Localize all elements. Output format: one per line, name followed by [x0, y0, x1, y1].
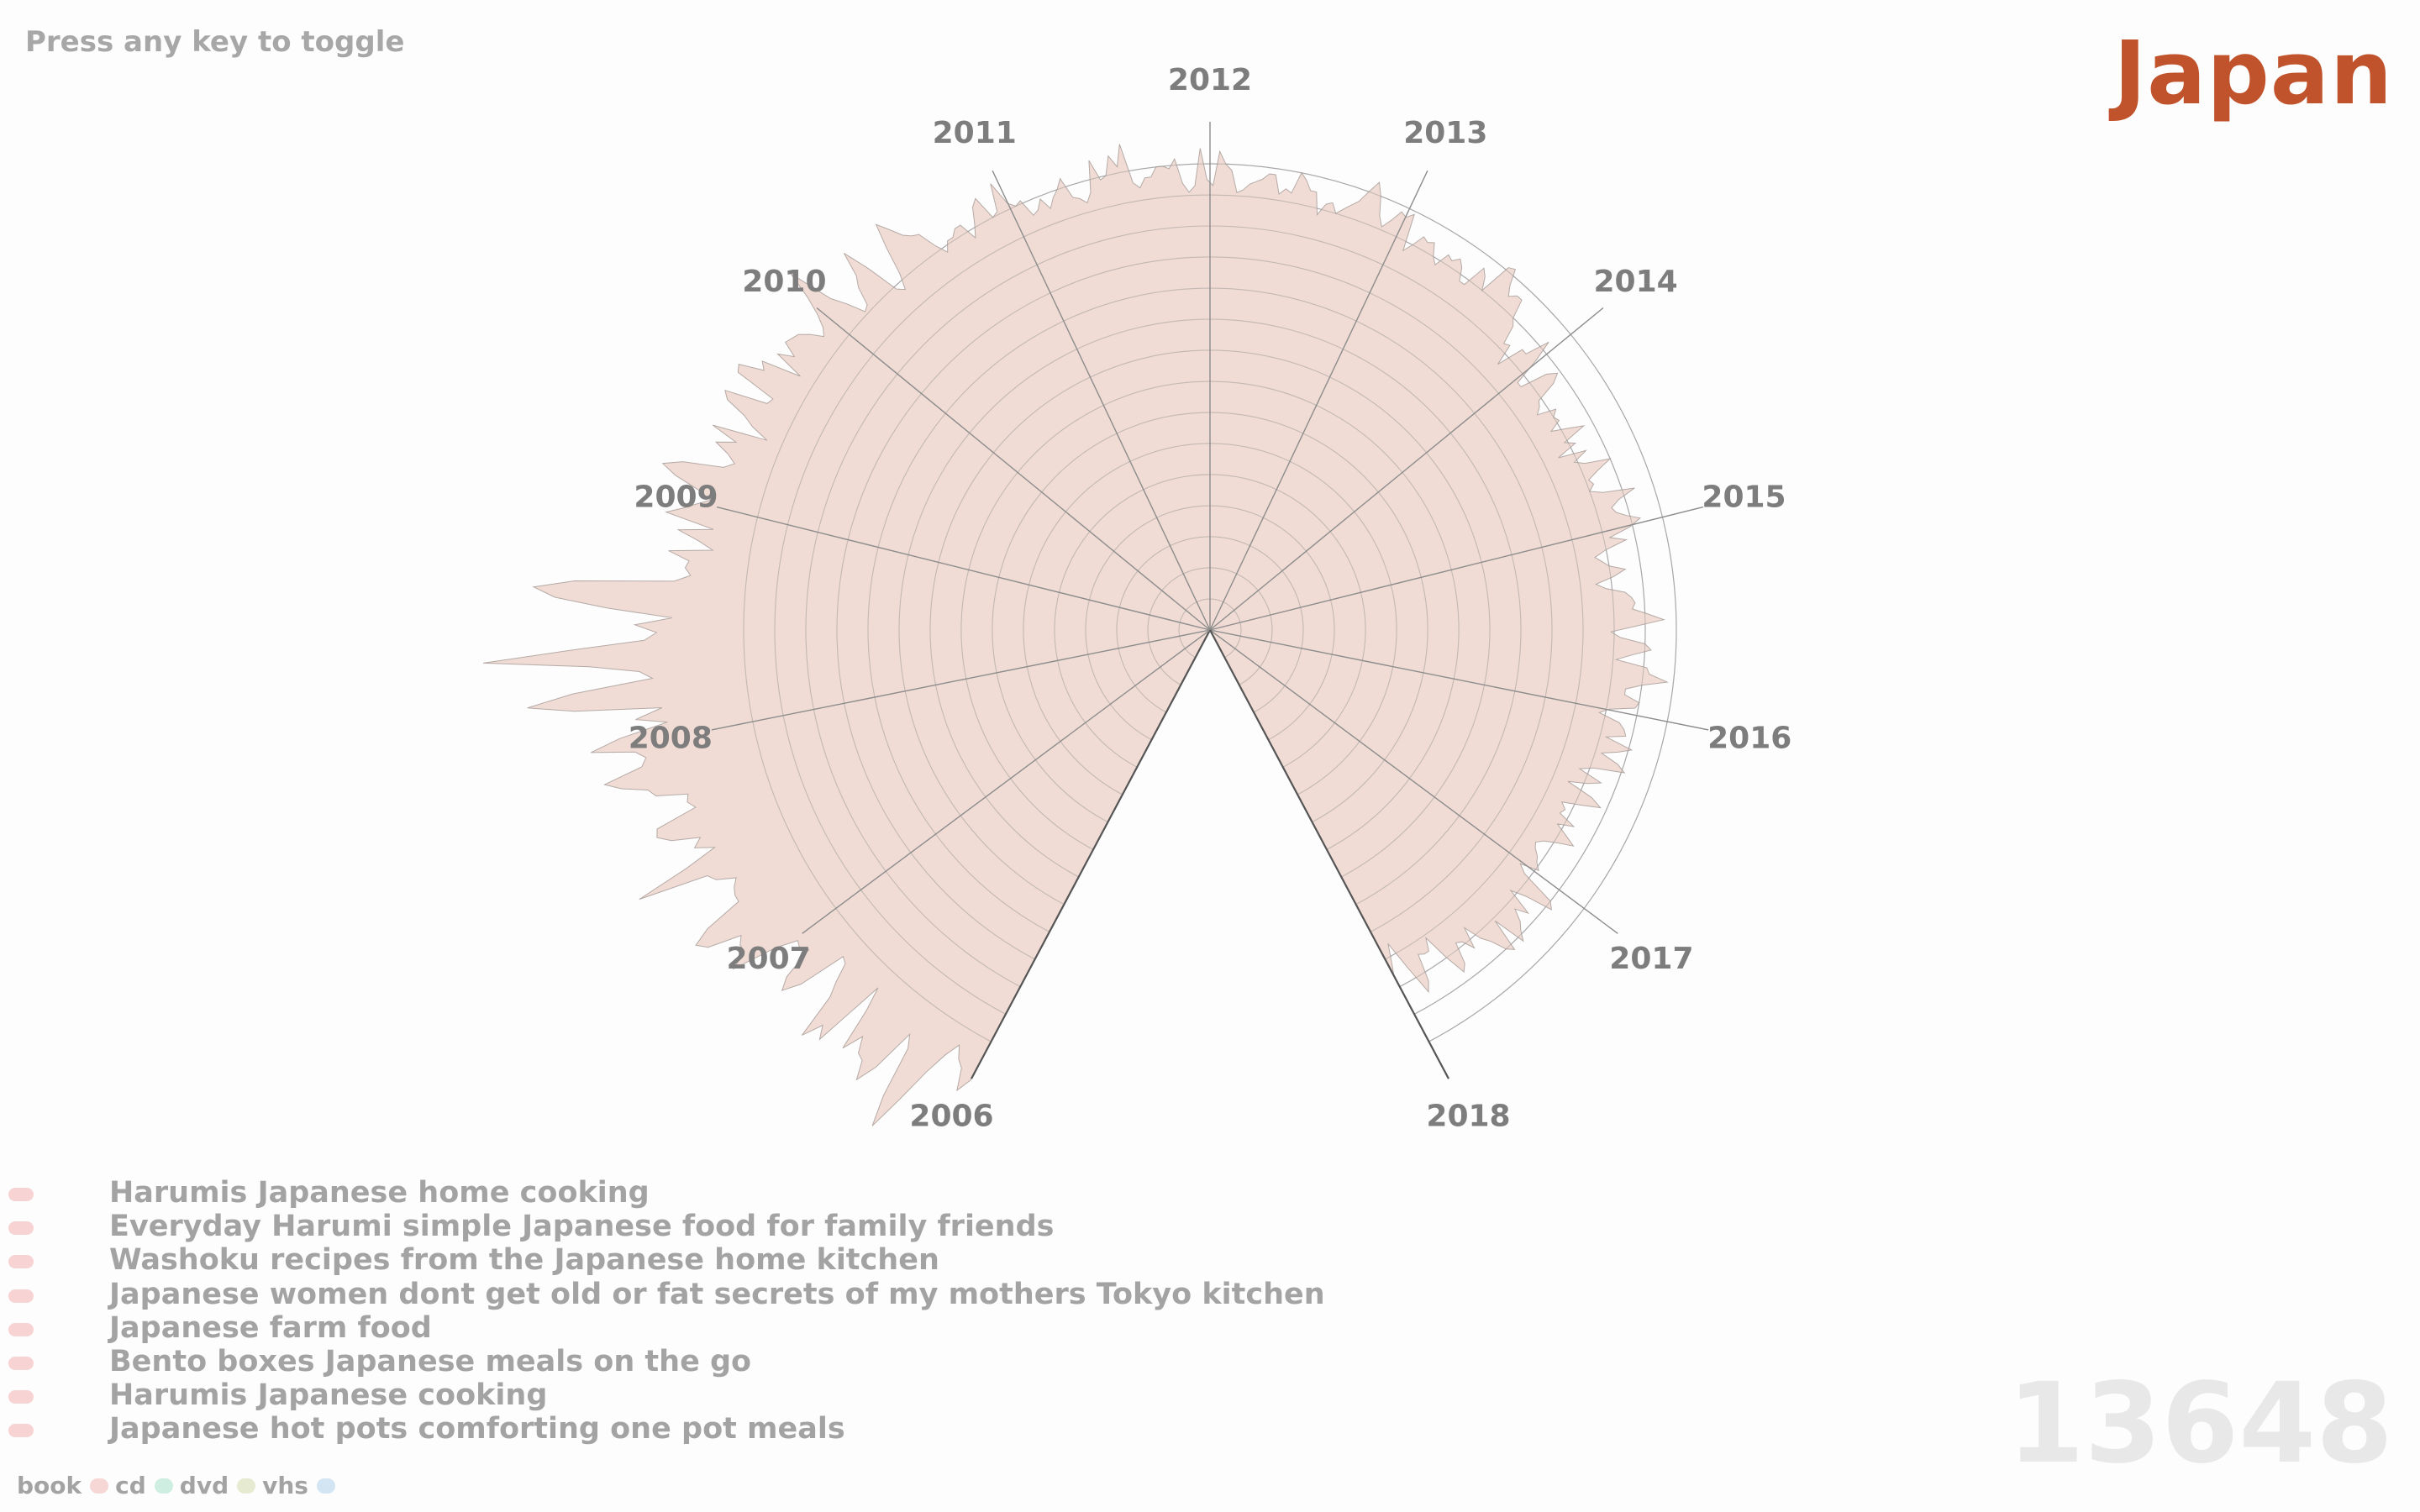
legend-label: cd [115, 1472, 146, 1499]
title-dot [8, 1255, 34, 1269]
toggle-hint: Press any key to toggle [25, 25, 405, 59]
legend-item-cd: cd [115, 1472, 173, 1499]
year-label: 2016 [1707, 722, 1791, 756]
year-label: 2013 [1403, 116, 1487, 150]
year-spoke [1209, 506, 1704, 631]
legend-swatch [237, 1478, 256, 1494]
title-text: Bento boxes Japanese meals on the go [109, 1344, 752, 1378]
year-label: 2015 [1702, 480, 1786, 515]
title-text: Everyday Harumi simple Japanese food for… [109, 1210, 1055, 1244]
year-label: 2012 [1168, 63, 1252, 97]
legend-item-book: book [17, 1472, 109, 1499]
year-spoke [1209, 170, 1428, 631]
title-dot [8, 1390, 34, 1404]
title-dot [8, 1424, 34, 1438]
country-title: Japan [2113, 22, 2393, 124]
year-spoke [711, 629, 1211, 731]
year-label: 2014 [1593, 265, 1677, 299]
title-dot [8, 1221, 34, 1236]
format-legend: book cd dvd vhs [17, 1472, 342, 1499]
year-labels: 2006 2007 2008 2009 2010 2011 2012 2013 2014 2015… [629, 63, 1792, 1133]
year-label: 2009 [634, 480, 718, 515]
title-text: Japanese hot pots comforting one pot mea… [109, 1412, 845, 1446]
legend-label: book [17, 1472, 82, 1499]
title-dot [8, 1322, 34, 1336]
year-label: 2007 [726, 942, 810, 976]
legend-swatch [90, 1478, 109, 1494]
title-dot [8, 1289, 34, 1303]
year-spoke [816, 307, 1211, 631]
title-dot [8, 1188, 34, 1201]
year-label: 2018 [1426, 1099, 1510, 1133]
legend-swatch [154, 1478, 173, 1494]
title-text: Harumis Japanese cooking [109, 1378, 548, 1413]
year-label: 2010 [742, 265, 826, 299]
title-dot [8, 1356, 34, 1370]
year-spoke [802, 629, 1211, 934]
year-label: 2017 [1609, 942, 1693, 976]
total-count: 13648 [2007, 1359, 2393, 1488]
year-spoke [716, 506, 1211, 631]
legend-label: vhs [262, 1472, 308, 1499]
year-label: 2008 [629, 722, 713, 756]
legend-item-vhs: vhs [262, 1472, 335, 1499]
year-spoke [971, 629, 1211, 1079]
title-text: Japanese farm food [109, 1310, 432, 1345]
legend-label: dvd [179, 1472, 229, 1499]
year-spokes [711, 122, 1709, 1079]
title-text: Japanese women dont get old or fat secre… [109, 1277, 1325, 1311]
title-text: Harumis Japanese home cooking [109, 1176, 650, 1210]
year-spoke [1209, 629, 1709, 731]
year-spoke [992, 170, 1211, 631]
year-spoke [1209, 629, 1618, 934]
legend-swatch [316, 1478, 335, 1494]
year-label: 2006 [909, 1099, 993, 1133]
year-spoke [1209, 307, 1604, 631]
year-spoke [1209, 629, 1449, 1079]
year-label: 2011 [933, 116, 1017, 150]
legend-item-dvd: dvd [179, 1472, 256, 1499]
title-text: Washoku recipes from the Japanese home k… [109, 1243, 939, 1278]
